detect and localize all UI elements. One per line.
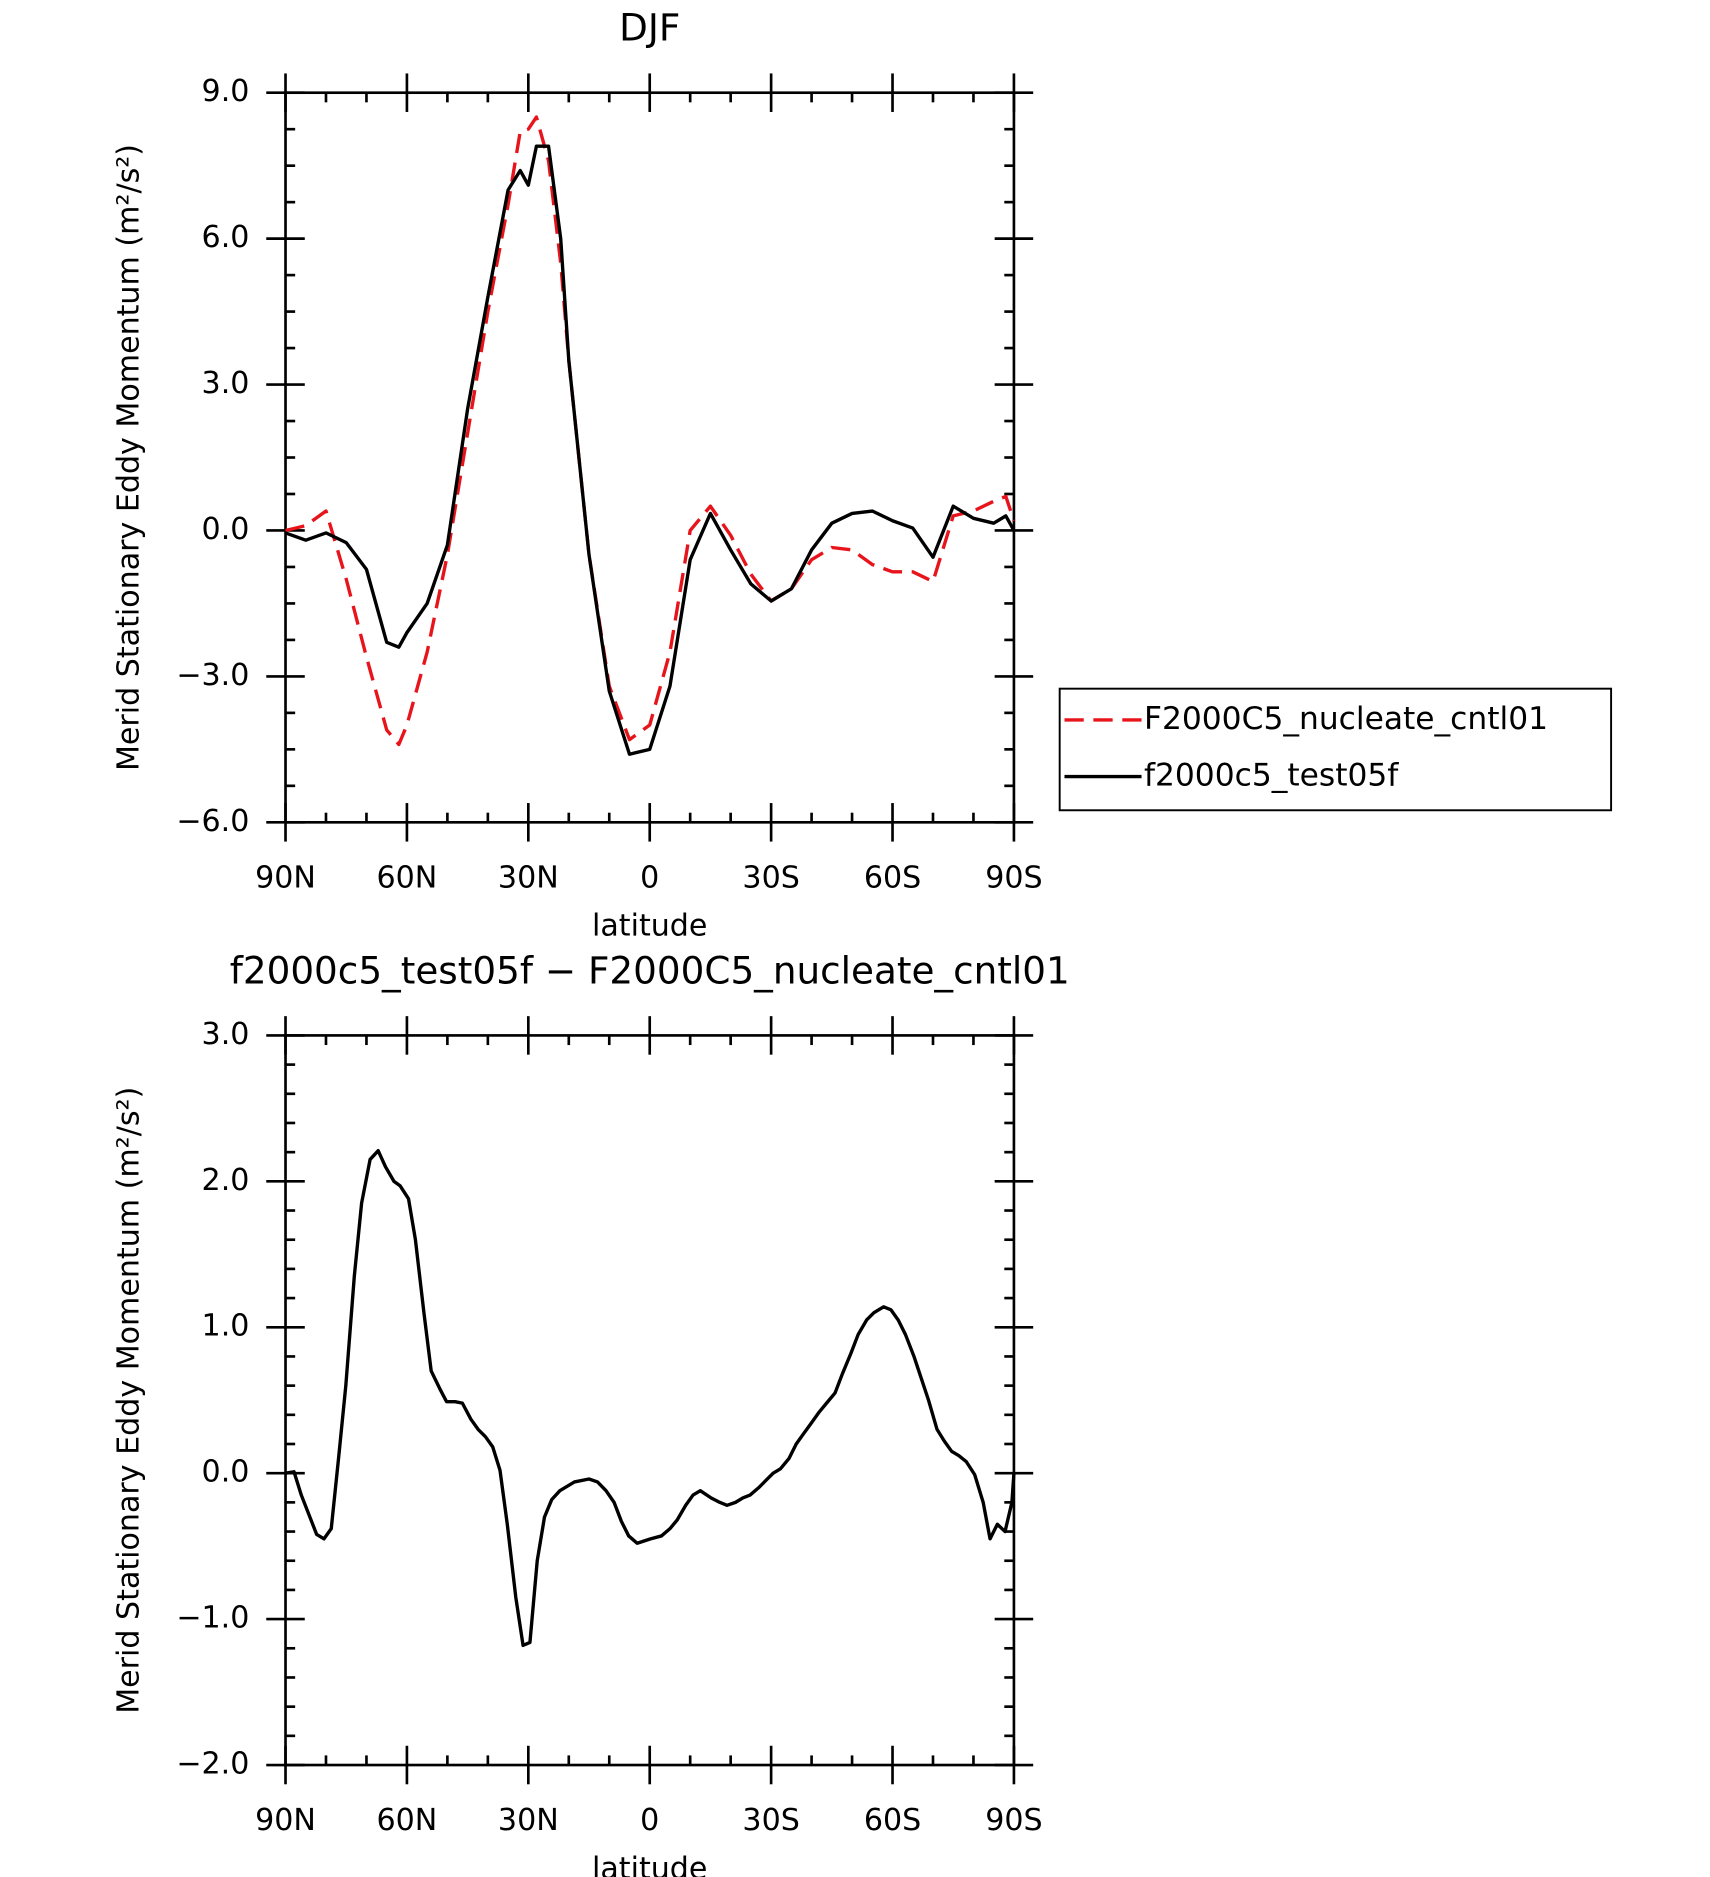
x-tick-label: 30N bbox=[498, 1803, 559, 1838]
y-tick-label: −6.0 bbox=[176, 804, 249, 839]
series-line bbox=[285, 115, 1016, 747]
x-tick-label: 60N bbox=[377, 860, 438, 895]
x-tick-label: 30N bbox=[498, 860, 559, 895]
y-tick-label: 1.0 bbox=[202, 1309, 250, 1344]
y-tick-label: 0.0 bbox=[202, 1455, 250, 1490]
x-tick-label: 90S bbox=[985, 860, 1042, 895]
x-tick-label: 60N bbox=[377, 1803, 438, 1838]
y-tick-label: 9.0 bbox=[202, 74, 250, 109]
y-tick-label: 0.0 bbox=[202, 512, 250, 547]
x-axis-label: latitude bbox=[592, 909, 707, 944]
series-line bbox=[285, 1149, 1016, 1648]
y-tick-label: 6.0 bbox=[202, 220, 250, 255]
y-axis-label: Merid Stationary Eddy Momentum (m²/s²) bbox=[112, 144, 147, 771]
y-tick-label: −1.0 bbox=[176, 1601, 249, 1636]
y-tick-label: 3.0 bbox=[202, 366, 250, 401]
y-tick-label: −2.0 bbox=[176, 1747, 249, 1782]
x-tick-label: 90S bbox=[985, 1803, 1042, 1838]
x-tick-label: 0 bbox=[640, 1803, 659, 1838]
y-axis-label: Merid Stationary Eddy Momentum (m²/s²) bbox=[112, 1087, 147, 1714]
plot-frame bbox=[284, 1034, 1016, 1767]
series-line bbox=[284, 144, 1016, 756]
chart-title: DJF bbox=[619, 6, 680, 50]
plot-frame bbox=[284, 91, 1016, 824]
x-tick-label: 90N bbox=[255, 860, 316, 895]
x-axis-label: latitude bbox=[592, 1851, 707, 1877]
legend-box bbox=[1058, 687, 1613, 812]
y-tick-label: 2.0 bbox=[202, 1163, 250, 1198]
y-tick-label: 3.0 bbox=[202, 1017, 250, 1052]
x-tick-label: 60S bbox=[864, 1803, 921, 1838]
x-tick-label: 60S bbox=[864, 860, 921, 895]
x-tick-label: 30S bbox=[742, 860, 799, 895]
y-tick-label: −3.0 bbox=[176, 658, 249, 693]
x-tick-label: 90N bbox=[255, 1803, 316, 1838]
chart-title: f2000c5_test05f − F2000C5_nucleate_cntl0… bbox=[230, 948, 1070, 992]
x-tick-label: 0 bbox=[640, 860, 659, 895]
legend-label: f2000c5_test05f bbox=[1144, 758, 1399, 794]
x-tick-label: 30S bbox=[742, 1803, 799, 1838]
legend-label: F2000C5_nucleate_cntl01 bbox=[1144, 701, 1548, 737]
